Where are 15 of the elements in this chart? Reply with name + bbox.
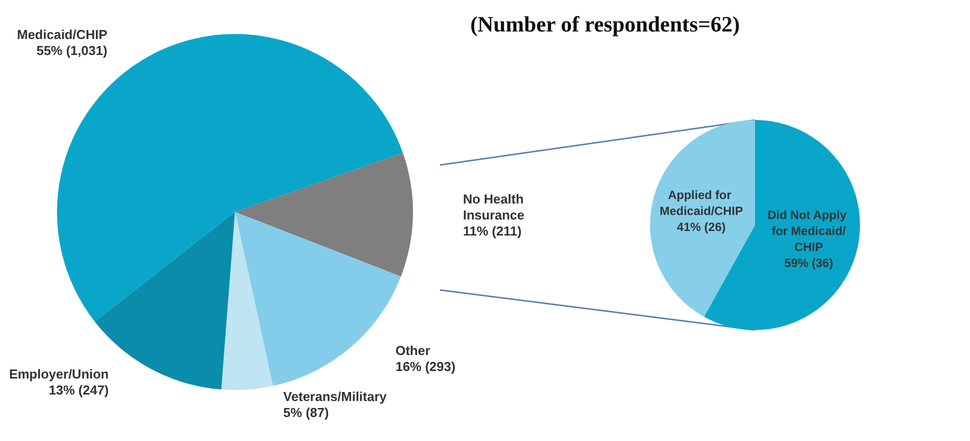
data-label: 59% (36) bbox=[784, 256, 834, 270]
data-label: 13% (247) bbox=[48, 382, 109, 398]
slice-label: Did Not Apply for Medicaid/CHIP bbox=[768, 208, 850, 254]
data-label: 41% (26) bbox=[676, 220, 726, 234]
slice-label: No Health Insurance bbox=[462, 192, 528, 223]
data-label: 11% (211) bbox=[462, 224, 522, 239]
slice-label: Other bbox=[395, 343, 430, 358]
slice-label: Employer/Union bbox=[9, 366, 109, 382]
slice-label: Veterans/Military bbox=[283, 389, 388, 404]
data-label: 5% (87) bbox=[283, 405, 329, 420]
slice-label: Medicaid/CHIP bbox=[17, 27, 108, 42]
slice-label: Applied for Medicaid/CHIP bbox=[660, 188, 743, 218]
data-label: 55% (1,031) bbox=[36, 43, 108, 58]
chart-title: (Number of respondents=62) bbox=[470, 12, 740, 36]
data-label: 16% (293) bbox=[395, 359, 456, 374]
